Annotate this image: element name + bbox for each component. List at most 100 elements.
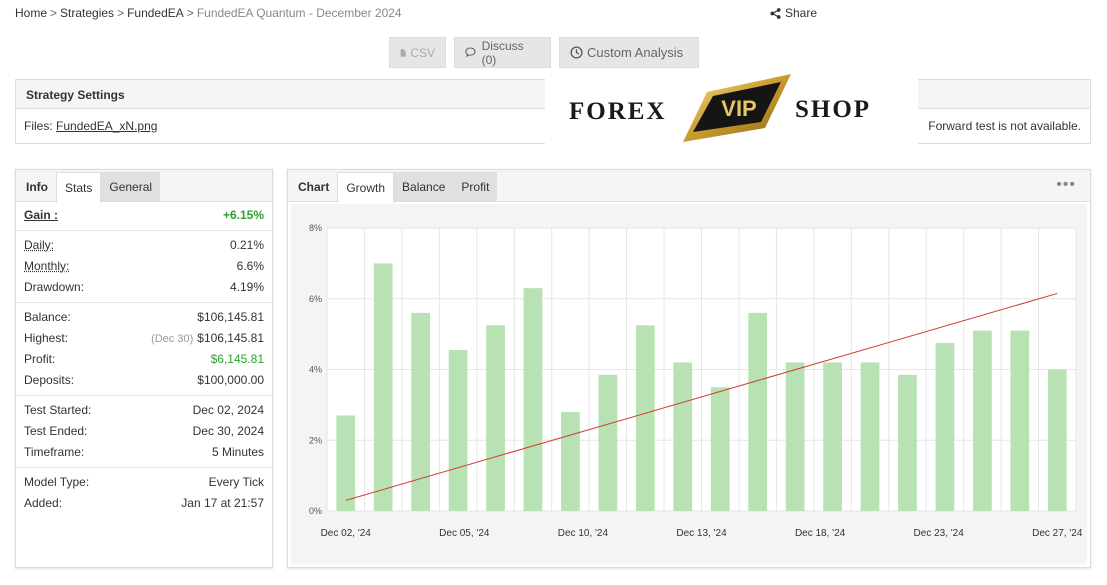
forex-vip-shop-logo: FOREX VIP SHOP: [545, 72, 918, 150]
bar: [973, 330, 992, 511]
logo-text-middle: VIP: [721, 96, 756, 121]
logo-text-left: FOREX: [569, 98, 667, 125]
stat-balance-label: Balance:: [24, 310, 71, 324]
stat-model-type-value: Every Tick: [208, 475, 264, 489]
x-tick-label: Dec 02, '24: [321, 528, 372, 539]
bar: [1010, 330, 1030, 511]
breadcrumb: Home > Strategies > FundedEA > FundedEA Quantu…: [15, 6, 402, 20]
y-tick-label: 4%: [309, 365, 322, 375]
tab-chart[interactable]: Chart: [298, 180, 330, 194]
breadcrumb-separator: >: [117, 6, 125, 20]
stat-highest-label: Highest:: [24, 331, 69, 345]
chart-menu-icon[interactable]: •••: [1056, 176, 1076, 193]
growth-chart-svg: 0% 2% 4% 6% 8% Dec 02, '24 Dec 05, '24 Dec 10, …: [309, 223, 1083, 539]
share-button[interactable]: Share: [770, 6, 817, 20]
bar: [860, 362, 880, 511]
stat-gain-label: Gain :: [24, 208, 59, 222]
stat-model-type: Model Type: Every Tick: [16, 472, 272, 493]
strategy-settings-body: Files: FundedEA_xN.png Forward test is n…: [16, 109, 1090, 143]
stat-highest-value-wrap: (Dec 30) $106,145.81: [151, 328, 264, 349]
breadcrumb-home[interactable]: Home: [15, 6, 48, 20]
growth-line: [345, 292, 1058, 501]
stat-daily-value: 0.21%: [229, 238, 264, 252]
bar: [898, 374, 917, 511]
vip-badge-icon: VIP: [683, 74, 791, 142]
stats-group-model: Model Type: Every Tick Added: Jan 17 at 21…: [16, 468, 272, 518]
stat-deposits-value: $100,000.00: [197, 373, 264, 387]
stat-profit: Profit: $6,145.81: [16, 349, 272, 370]
stat-test-started-value: Dec 02, 2024: [192, 403, 264, 417]
stats-tabs: Info Stats General: [16, 170, 272, 203]
y-tick-label: 2%: [309, 435, 322, 445]
tab-general[interactable]: General: [101, 172, 161, 201]
tab-growth[interactable]: Growth: [337, 172, 395, 203]
x-tick-label: Dec 23, '24: [914, 528, 965, 539]
discuss-button[interactable]: Discuss (0): [454, 37, 551, 68]
file-csv-icon: [400, 48, 406, 57]
breadcrumb-current: FundedEA Quantum - December 2024: [196, 6, 402, 20]
x-tick-label: Dec 18, '24: [795, 528, 846, 539]
stats-panel: Info Stats General Gain : +6.15% Daily: 0.…: [15, 169, 273, 568]
y-tick-label: 8%: [309, 223, 322, 233]
stat-profit-label: Profit:: [24, 352, 56, 366]
bar: [785, 362, 805, 511]
logo-text-right: SHOP: [795, 96, 872, 123]
bar: [710, 387, 730, 511]
bar: [635, 325, 655, 511]
stat-deposits: Deposits: $100,000.00: [16, 370, 272, 391]
chart-panel: Chart Growth Balance Profit ••• 0% 2% 4% 6%…: [287, 169, 1091, 568]
file-link[interactable]: FundedEA_xN.png: [56, 119, 158, 133]
stat-gain-value: +6.15%: [222, 208, 264, 222]
stat-monthly-label[interactable]: Monthly:: [24, 259, 70, 273]
bar: [448, 350, 468, 511]
breadcrumb-separator: >: [50, 6, 58, 20]
x-tick-label: Dec 13, '24: [676, 528, 727, 539]
breadcrumb-separator: >: [186, 6, 194, 20]
stat-daily: Daily: 0.21%: [16, 235, 272, 256]
breadcrumb-fundedea[interactable]: FundedEA: [127, 6, 184, 20]
csv-button[interactable]: CSV: [389, 37, 446, 68]
breadcrumb-strategies[interactable]: Strategies: [60, 6, 115, 20]
stat-highest: Highest: (Dec 30) $106,145.81: [16, 328, 272, 349]
discuss-label: Discuss (0): [481, 38, 524, 67]
bar: [373, 263, 393, 511]
stat-drawdown-value: 4.19%: [229, 280, 264, 294]
tab-profit[interactable]: Profit: [453, 172, 498, 201]
tab-balance[interactable]: Balance: [394, 172, 454, 201]
stat-timeframe-value: 5 Minutes: [211, 445, 264, 459]
bar: [561, 411, 580, 511]
bar: [523, 288, 543, 511]
stat-timeframe: Timeframe: 5 Minutes: [16, 442, 272, 463]
stat-balance-value: $106,145.81: [197, 310, 264, 324]
stats-group-gain: Gain : +6.15%: [16, 202, 272, 231]
tab-info[interactable]: Info: [26, 180, 48, 194]
toolbar: CSV Discuss (0) Custom Analysis: [389, 37, 699, 68]
csv-label: CSV: [410, 45, 435, 60]
x-tick-label: Dec 05, '24: [439, 528, 490, 539]
files-label: Files:: [24, 119, 53, 133]
stats-group-money: Balance: $106,145.81 Highest: (Dec 30) $106…: [16, 303, 272, 396]
bar: [486, 325, 505, 511]
stat-monthly-value: 6.6%: [236, 259, 264, 273]
stat-highest-note: (Dec 30): [151, 333, 194, 345]
bar: [336, 415, 356, 511]
stat-balance: Balance: $106,145.81: [16, 307, 272, 328]
stat-test-started: Test Started: Dec 02, 2024: [16, 400, 272, 421]
growth-chart: 0% 2% 4% 6% 8% Dec 02, '24 Dec 05, '24 Dec 10, …: [291, 204, 1087, 564]
bar: [1047, 369, 1067, 511]
share-icon: [770, 7, 781, 19]
tab-stats[interactable]: Stats: [56, 172, 102, 203]
stat-added: Added: Jan 17 at 21:57: [16, 493, 272, 514]
stat-daily-label[interactable]: Daily:: [24, 238, 55, 252]
custom-analysis-button[interactable]: Custom Analysis: [559, 37, 699, 68]
bar: [935, 342, 955, 511]
bar: [748, 312, 768, 511]
stat-deposits-label: Deposits:: [24, 373, 75, 387]
stat-profit-value: $6,145.81: [210, 352, 264, 366]
chart-tabs: Chart Growth Balance Profit: [288, 170, 1090, 203]
bar: [673, 362, 693, 511]
stats-group-test: Test Started: Dec 02, 2024 Test Ended: Dec…: [16, 396, 272, 468]
stat-model-type-label: Model Type:: [24, 475, 90, 489]
y-tick-label: 6%: [309, 294, 322, 304]
y-tick-label: 0%: [309, 506, 322, 516]
